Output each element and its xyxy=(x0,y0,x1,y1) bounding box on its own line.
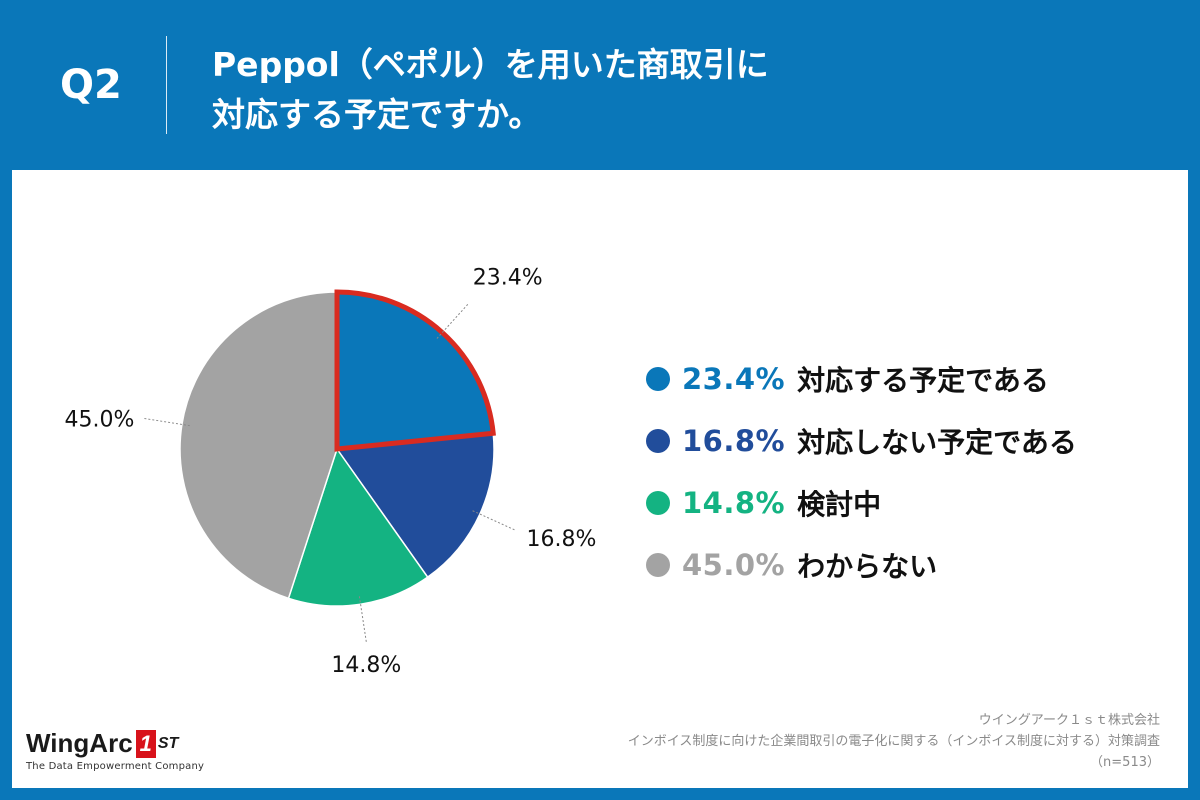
legend-item: 14.8% 検討中 xyxy=(646,472,1077,534)
legend-item: 23.4% 対応する予定である xyxy=(646,348,1077,410)
data-label: 16.8% xyxy=(526,527,596,552)
question-text: Peppol（ペポル）を用いた商取引に 対応する予定ですか。 xyxy=(212,40,769,140)
question-number: Q2 xyxy=(60,62,122,108)
legend-item: 45.0% わからない xyxy=(646,534,1077,596)
data-label: 45.0% xyxy=(65,407,135,432)
pie-slice xyxy=(179,291,338,600)
legend-dot xyxy=(646,491,670,515)
logo-wordmark: WingArc 1 ST xyxy=(26,728,204,759)
legend-percent: 23.4% xyxy=(682,362,786,396)
legend-label: 対応する予定である xyxy=(797,364,1049,397)
header-divider xyxy=(166,36,167,134)
legend-label: わからない xyxy=(797,550,938,583)
legend-label: 検討中 xyxy=(797,488,882,521)
data-label: 14.8% xyxy=(331,653,401,678)
legend-percent: 14.8% xyxy=(682,486,786,520)
data-label: 23.4% xyxy=(473,265,543,290)
legend-percent: 16.8% xyxy=(682,424,786,458)
legend-dot xyxy=(646,553,670,577)
logo-brand: WingArc xyxy=(26,728,133,758)
legend-percent: 45.0% xyxy=(682,548,786,582)
source-company: ウイングアーク１ｓｔ株式会社 xyxy=(978,713,1160,728)
legend-item: 16.8% 対応しない予定である xyxy=(646,410,1077,472)
question-line-1: Peppol（ペポル）を用いた商取引に xyxy=(212,45,769,84)
logo-badge: 1 xyxy=(135,729,156,758)
source-sample: （n=513） xyxy=(1090,755,1160,770)
logo-suffix: ST xyxy=(157,734,179,752)
legend: 23.4% 対応する予定である 16.8% 対応しない予定である 14.8% 検… xyxy=(646,348,1077,596)
wingarc-logo: WingArc 1 ST The Data Empowerment Compan… xyxy=(26,728,204,772)
question-line-2: 対応する予定ですか。 xyxy=(212,95,542,134)
legend-dot xyxy=(646,367,670,391)
header-banner: Q2 Peppol（ペポル）を用いた商取引に 対応する予定ですか。 xyxy=(0,0,1200,170)
legend-dot xyxy=(646,429,670,453)
source-survey: インボイス制度に向けた企業間取引の電子化に関する（インボイス制度に対する）対策調… xyxy=(627,734,1160,749)
pie-slice xyxy=(335,432,495,579)
highlight-outline xyxy=(334,289,496,452)
logo-tagline: The Data Empowerment Company xyxy=(26,761,205,772)
legend-label: 対応しない予定である xyxy=(797,426,1077,459)
source-note: ウイングアーク１ｓｔ株式会社 インボイス制度に向けた企業間取引の電子化に関する（… xyxy=(628,710,1160,773)
